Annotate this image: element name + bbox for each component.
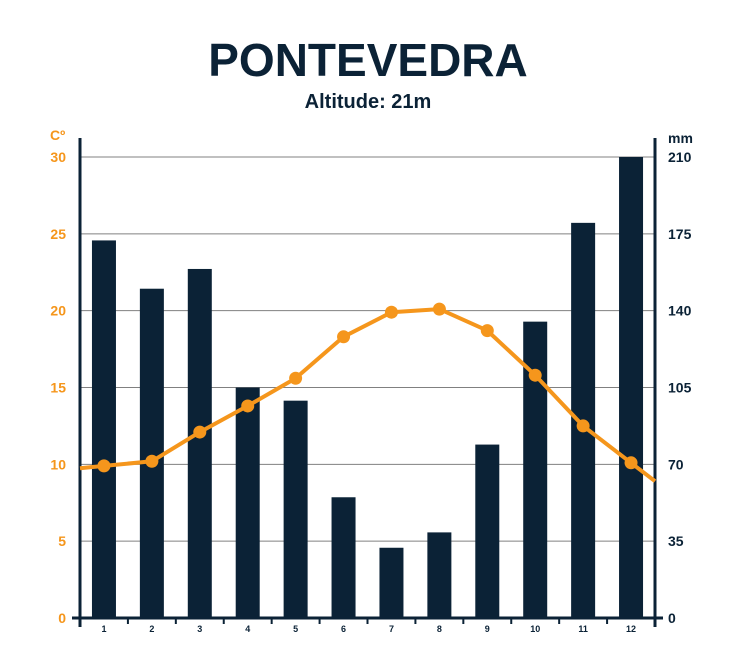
precipitation-bar [91, 240, 116, 618]
right-tick-label: 35 [668, 533, 684, 549]
x-tick-label: 10 [530, 624, 540, 634]
temperature-point [384, 305, 398, 319]
precipitation-bar [331, 497, 356, 618]
left-axis-unit: Cº [50, 127, 65, 143]
temperature-point [241, 399, 255, 413]
precipitation-bar [139, 288, 164, 618]
x-tick-label: 2 [149, 624, 154, 634]
left-tick-label: 0 [58, 610, 66, 626]
precipitation-bar [187, 268, 212, 618]
right-tick-label: 105 [668, 380, 692, 396]
gridlines [80, 156, 655, 542]
chart-subtitle: Altitude: 21m [305, 91, 432, 113]
left-tick-label: 20 [50, 303, 66, 319]
temperature-point [289, 371, 303, 385]
axes [72, 138, 663, 627]
x-tick-label: 5 [293, 624, 298, 634]
precipitation-bar [283, 400, 308, 618]
x-tick-label: 3 [197, 624, 202, 634]
right-tick-label: 175 [668, 226, 692, 242]
right-tick-label: 0 [668, 610, 676, 626]
right-tick-label: 140 [668, 303, 692, 319]
right-axis-unit: mm [668, 130, 693, 146]
precipitation-bars [91, 157, 644, 618]
x-tick-label: 6 [341, 624, 346, 634]
x-tick-label: 1 [101, 624, 106, 634]
temperature-point [193, 425, 207, 439]
chart-title: PONTEVEDRA [208, 34, 527, 86]
left-tick-label: 25 [50, 226, 66, 242]
temperature-point [576, 419, 590, 433]
temperature-line [79, 302, 657, 483]
temperature-point [145, 454, 159, 468]
precipitation-bar [427, 532, 452, 618]
x-tick-label: 11 [578, 624, 588, 634]
left-tick-label: 30 [50, 149, 66, 165]
x-tick-label: 9 [485, 624, 490, 634]
left-tick-label: 15 [50, 380, 66, 396]
precipitation-bar [235, 387, 260, 618]
left-tick-label: 5 [58, 533, 66, 549]
x-tick-label: 7 [389, 624, 394, 634]
precipitation-bar [619, 157, 644, 618]
temperature-point [624, 456, 638, 470]
temperature-point [528, 368, 542, 382]
temperature-point [97, 459, 111, 473]
x-tick-label: 8 [437, 624, 442, 634]
temperature-point [480, 324, 494, 338]
x-tick-label: 12 [626, 624, 636, 634]
temperature-polyline [79, 307, 657, 483]
precipitation-bar [475, 444, 500, 618]
precipitation-bar [379, 547, 404, 618]
left-tick-label: 10 [50, 456, 66, 472]
temperature-point [337, 330, 351, 344]
right-tick-label: 70 [668, 456, 684, 472]
right-tick-label: 210 [668, 149, 692, 165]
x-tick-label: 4 [245, 624, 250, 634]
temperature-point [432, 302, 446, 316]
